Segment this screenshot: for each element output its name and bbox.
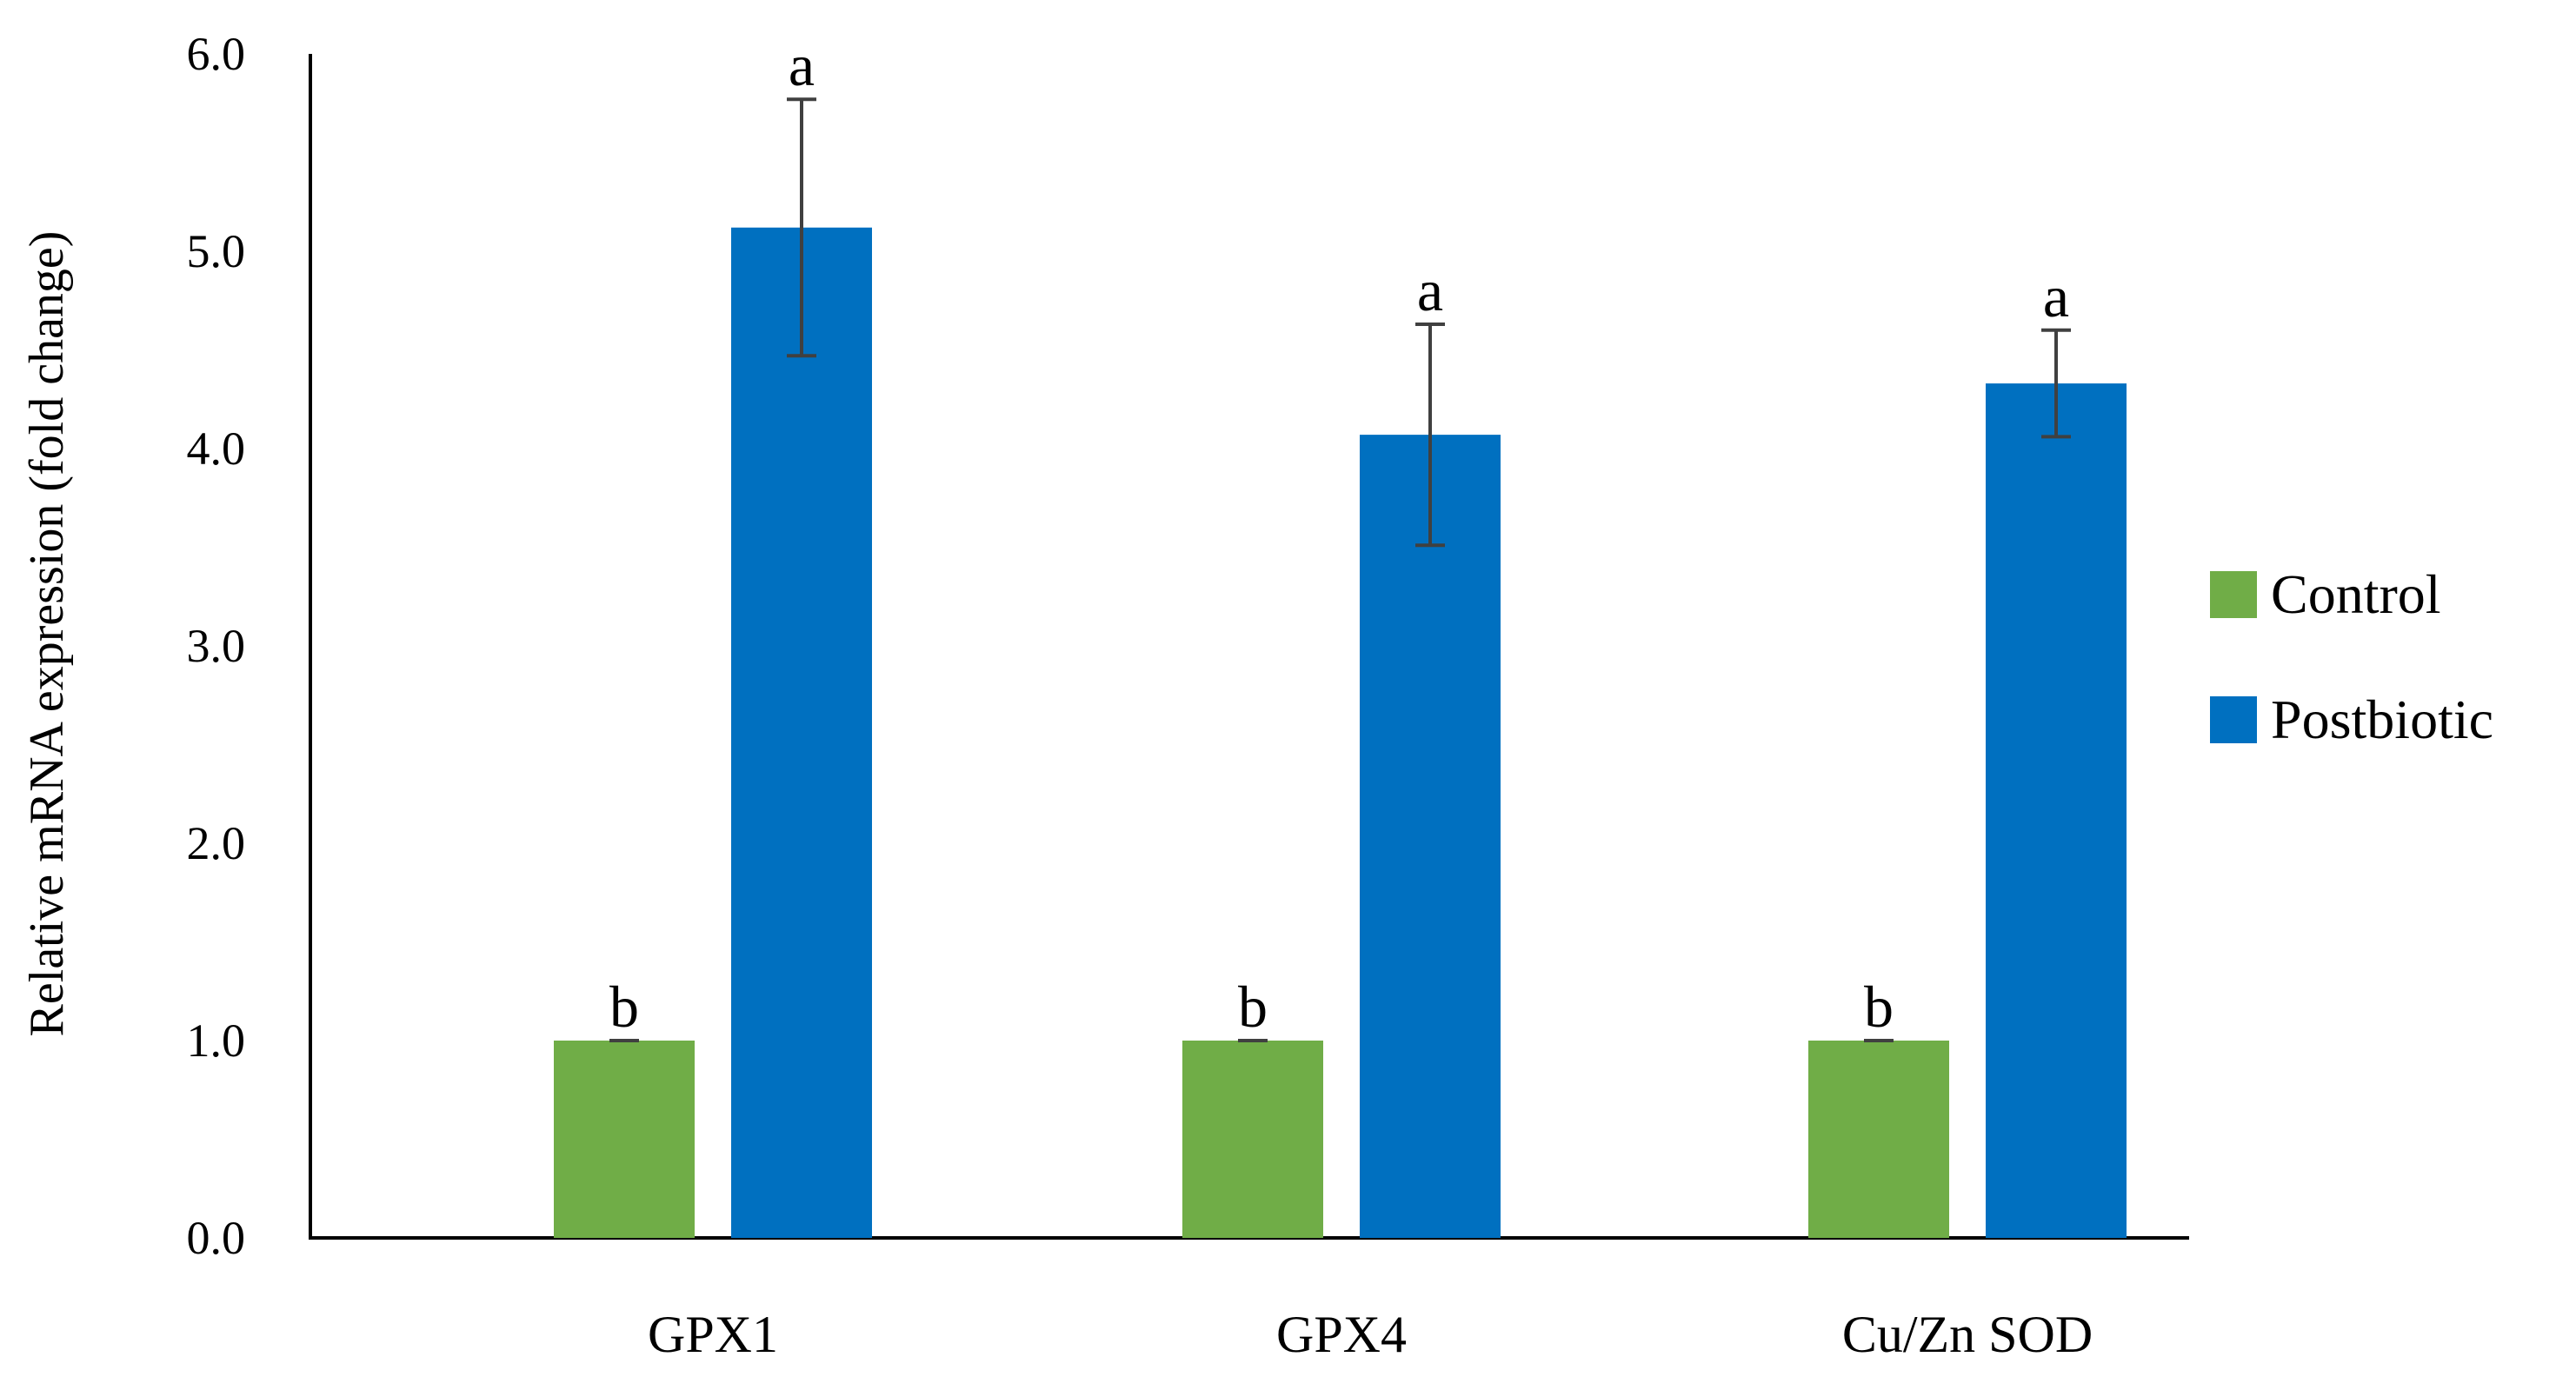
significance-letter: b [1864, 974, 1894, 1040]
bar-postbiotic [731, 227, 872, 1238]
x-category-label: Cu/Zn SOD [1842, 1306, 2093, 1363]
bar-control [1182, 1041, 1323, 1238]
y-tick-label: 1.0 [187, 1014, 246, 1067]
x-category-label: GPX1 [648, 1306, 778, 1363]
y-tick-label: 6.0 [187, 28, 246, 80]
significance-letter: b [1238, 974, 1268, 1040]
bar-postbiotic [1986, 383, 2127, 1239]
y-tick-label: 5.0 [187, 225, 246, 277]
y-tick-label: 4.0 [187, 422, 246, 475]
significance-letter: a [1417, 257, 1443, 323]
bar-control [554, 1041, 695, 1238]
legend-swatch-postbiotic [2210, 696, 2257, 743]
y-axis-title: Relative mRNA expression (fold change) [20, 231, 74, 1037]
significance-letter: b [609, 974, 639, 1040]
legend-label-postbiotic: Postbiotic [2271, 688, 2493, 750]
x-category-label: GPX4 [1276, 1306, 1407, 1363]
plot-area: 0.0 1.0 2.0 3.0 4.0 5.0 6.0 GPX1 b a GPX4 b a Cu/Zn S… [187, 28, 2189, 1363]
y-tick-label: 2.0 [187, 817, 246, 869]
significance-letter: a [2043, 263, 2069, 329]
legend: Control Postbiotic [2210, 563, 2493, 750]
significance-letter: a [789, 32, 815, 98]
y-tick-label: 0.0 [187, 1212, 246, 1264]
legend-swatch-control [2210, 571, 2257, 618]
bar-postbiotic [1360, 435, 1501, 1238]
legend-label-control: Control [2271, 563, 2441, 625]
y-tick-label: 3.0 [187, 620, 246, 672]
bar-control [1808, 1041, 1949, 1238]
